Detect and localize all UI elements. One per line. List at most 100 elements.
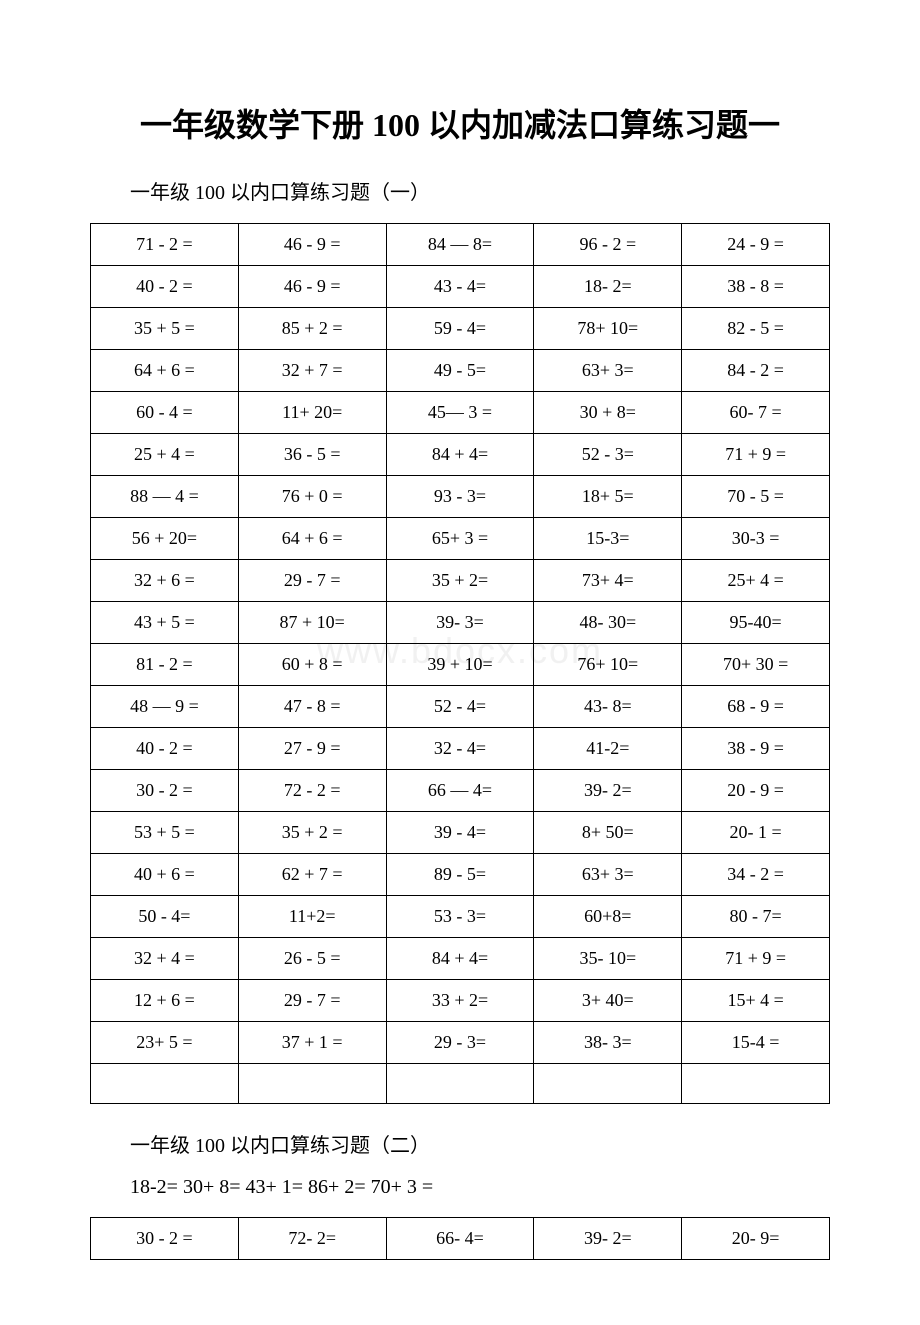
table-row: 53 + 5 =35 + 2 =39 - 4=8+ 50=20- 1 =: [91, 812, 830, 854]
table-row: 43 + 5 =87 + 10=39- 3=48- 30=95-40=: [91, 602, 830, 644]
problem-cell: 65+ 3 =: [386, 518, 534, 560]
problem-cell: 49 - 5=: [386, 350, 534, 392]
problem-cell: 80 - 7=: [682, 896, 830, 938]
table-row: 64 + 6 =32 + 7 =49 - 5=63+ 3=84 - 2 =: [91, 350, 830, 392]
problem-cell: 32 + 4 =: [91, 938, 239, 980]
problem-cell: 66- 4=: [386, 1218, 534, 1260]
problem-cell: 43 - 4=: [386, 266, 534, 308]
problem-cell: 45— 3 =: [386, 392, 534, 434]
problem-cell: 39 + 10=: [386, 644, 534, 686]
problem-cell: 15+ 4 =: [682, 980, 830, 1022]
problem-cell: 46 - 9 =: [238, 224, 386, 266]
problem-cell: 89 - 5=: [386, 854, 534, 896]
problem-cell: 30 + 8=: [534, 392, 682, 434]
problem-cell: 30 - 2 =: [91, 1218, 239, 1260]
table-row: 23+ 5 =37 + 1 =29 - 3=38- 3=15-4 =: [91, 1022, 830, 1064]
problem-cell: 96 - 2 =: [534, 224, 682, 266]
problem-cell: 81 - 2 =: [91, 644, 239, 686]
problem-cell: 3+ 40=: [534, 980, 682, 1022]
problem-cell: 29 - 7 =: [238, 560, 386, 602]
problem-cell: 35 + 2 =: [238, 812, 386, 854]
empty-cell: [534, 1064, 682, 1104]
problem-cell: 25+ 4 =: [682, 560, 830, 602]
problem-cell: 84 + 4=: [386, 938, 534, 980]
problem-cell: 46 - 9 =: [238, 266, 386, 308]
problem-cell: 48 — 9 =: [91, 686, 239, 728]
table-row: 40 - 2 =46 - 9 =43 - 4=18- 2=38 - 8 =: [91, 266, 830, 308]
problem-cell: 11+2=: [238, 896, 386, 938]
table-row: 50 - 4=11+2=53 - 3=60+8=80 - 7=: [91, 896, 830, 938]
problem-cell: 23+ 5 =: [91, 1022, 239, 1064]
problem-cell: 40 - 2 =: [91, 728, 239, 770]
problem-cell: 63+ 3=: [534, 854, 682, 896]
problem-cell: 35 + 5 =: [91, 308, 239, 350]
problem-cell: 40 + 6 =: [91, 854, 239, 896]
problem-cell: 32 - 4=: [386, 728, 534, 770]
problem-cell: 29 - 7 =: [238, 980, 386, 1022]
problem-cell: 20 - 9 =: [682, 770, 830, 812]
main-title: 一年级数学下册 100 以内加减法口算练习题一: [90, 100, 830, 146]
problem-cell: 70 - 5 =: [682, 476, 830, 518]
problem-cell: 38 - 8 =: [682, 266, 830, 308]
problem-cell: 70+ 30 =: [682, 644, 830, 686]
problem-cell: 71 - 2 =: [91, 224, 239, 266]
table-row: 32 + 4 =26 - 5 =84 + 4=35- 10=71 + 9 =: [91, 938, 830, 980]
table-row: 60 - 4 =11+ 20=45— 3 =30 + 8=60- 7 =: [91, 392, 830, 434]
problem-cell: 93 - 3=: [386, 476, 534, 518]
table-row: 30 - 2 =72- 2=66- 4=39- 2=20- 9=: [91, 1218, 830, 1260]
problem-cell: 39- 3=: [386, 602, 534, 644]
problem-cell: 39- 2=: [534, 770, 682, 812]
problem-cell: 48- 30=: [534, 602, 682, 644]
problem-cell: 82 - 5 =: [682, 308, 830, 350]
problem-cell: 37 + 1 =: [238, 1022, 386, 1064]
problem-cell: 88 — 4 =: [91, 476, 239, 518]
problem-cell: 32 + 7 =: [238, 350, 386, 392]
problem-cell: 68 - 9 =: [682, 686, 830, 728]
problem-cell: 52 - 4=: [386, 686, 534, 728]
practice-table-one: 71 - 2 =46 - 9 =84 — 8=96 - 2 =24 - 9 =4…: [90, 223, 830, 1104]
table-row: 30 - 2 =72 - 2 =66 — 4=39- 2=20 - 9 =: [91, 770, 830, 812]
problem-cell: 78+ 10=: [534, 308, 682, 350]
problem-cell: 84 + 4=: [386, 434, 534, 476]
problem-cell: 66 — 4=: [386, 770, 534, 812]
problem-cell: 38 - 9 =: [682, 728, 830, 770]
problem-cell: 25 + 4 =: [91, 434, 239, 476]
problem-cell: 72- 2=: [238, 1218, 386, 1260]
table-row: 71 - 2 =46 - 9 =84 — 8=96 - 2 =24 - 9 =: [91, 224, 830, 266]
problem-cell: 60 + 8 =: [238, 644, 386, 686]
empty-cell: [386, 1064, 534, 1104]
problem-cell: 38- 3=: [534, 1022, 682, 1064]
problem-cell: 60- 7 =: [682, 392, 830, 434]
problem-cell: 18- 2=: [534, 266, 682, 308]
problem-cell: 29 - 3=: [386, 1022, 534, 1064]
problem-cell: 26 - 5 =: [238, 938, 386, 980]
problem-cell: 60 - 4 =: [91, 392, 239, 434]
empty-cell: [682, 1064, 830, 1104]
problem-cell: 56 + 20=: [91, 518, 239, 560]
practice-table-two: 30 - 2 =72- 2=66- 4=39- 2=20- 9=: [90, 1217, 830, 1260]
problem-cell: 87 + 10=: [238, 602, 386, 644]
table-row: 35 + 5 =85 + 2 =59 - 4=78+ 10=82 - 5 =: [91, 308, 830, 350]
problem-cell: 59 - 4=: [386, 308, 534, 350]
problem-cell: 30-3 =: [682, 518, 830, 560]
problem-cell: 64 + 6 =: [238, 518, 386, 560]
problem-cell: 24 - 9 =: [682, 224, 830, 266]
empty-cell: [238, 1064, 386, 1104]
problem-cell: 71 + 9 =: [682, 938, 830, 980]
problem-cell: 84 — 8=: [386, 224, 534, 266]
problem-cell: 34 - 2 =: [682, 854, 830, 896]
problem-cell: 47 - 8 =: [238, 686, 386, 728]
inline-problems: 18-2= 30+ 8= 43+ 1= 86+ 2= 70+ 3 =: [130, 1176, 830, 1199]
table-row: 40 - 2 =27 - 9 =32 - 4=41-2=38 - 9 =: [91, 728, 830, 770]
table-row: 12 + 6 =29 - 7 =33 + 2=3+ 40=15+ 4 =: [91, 980, 830, 1022]
section-one-title: 一年级 100 以内口算练习题（一）: [130, 176, 830, 205]
table-row: 32 + 6 =29 - 7 =35 + 2=73+ 4=25+ 4 =: [91, 560, 830, 602]
problem-cell: 27 - 9 =: [238, 728, 386, 770]
table-row: 56 + 20=64 + 6 =65+ 3 =15-3=30-3 =: [91, 518, 830, 560]
empty-cell: [91, 1064, 239, 1104]
problem-cell: 11+ 20=: [238, 392, 386, 434]
problem-cell: 50 - 4=: [91, 896, 239, 938]
problem-cell: 43- 8=: [534, 686, 682, 728]
problem-cell: 72 - 2 =: [238, 770, 386, 812]
problem-cell: 36 - 5 =: [238, 434, 386, 476]
